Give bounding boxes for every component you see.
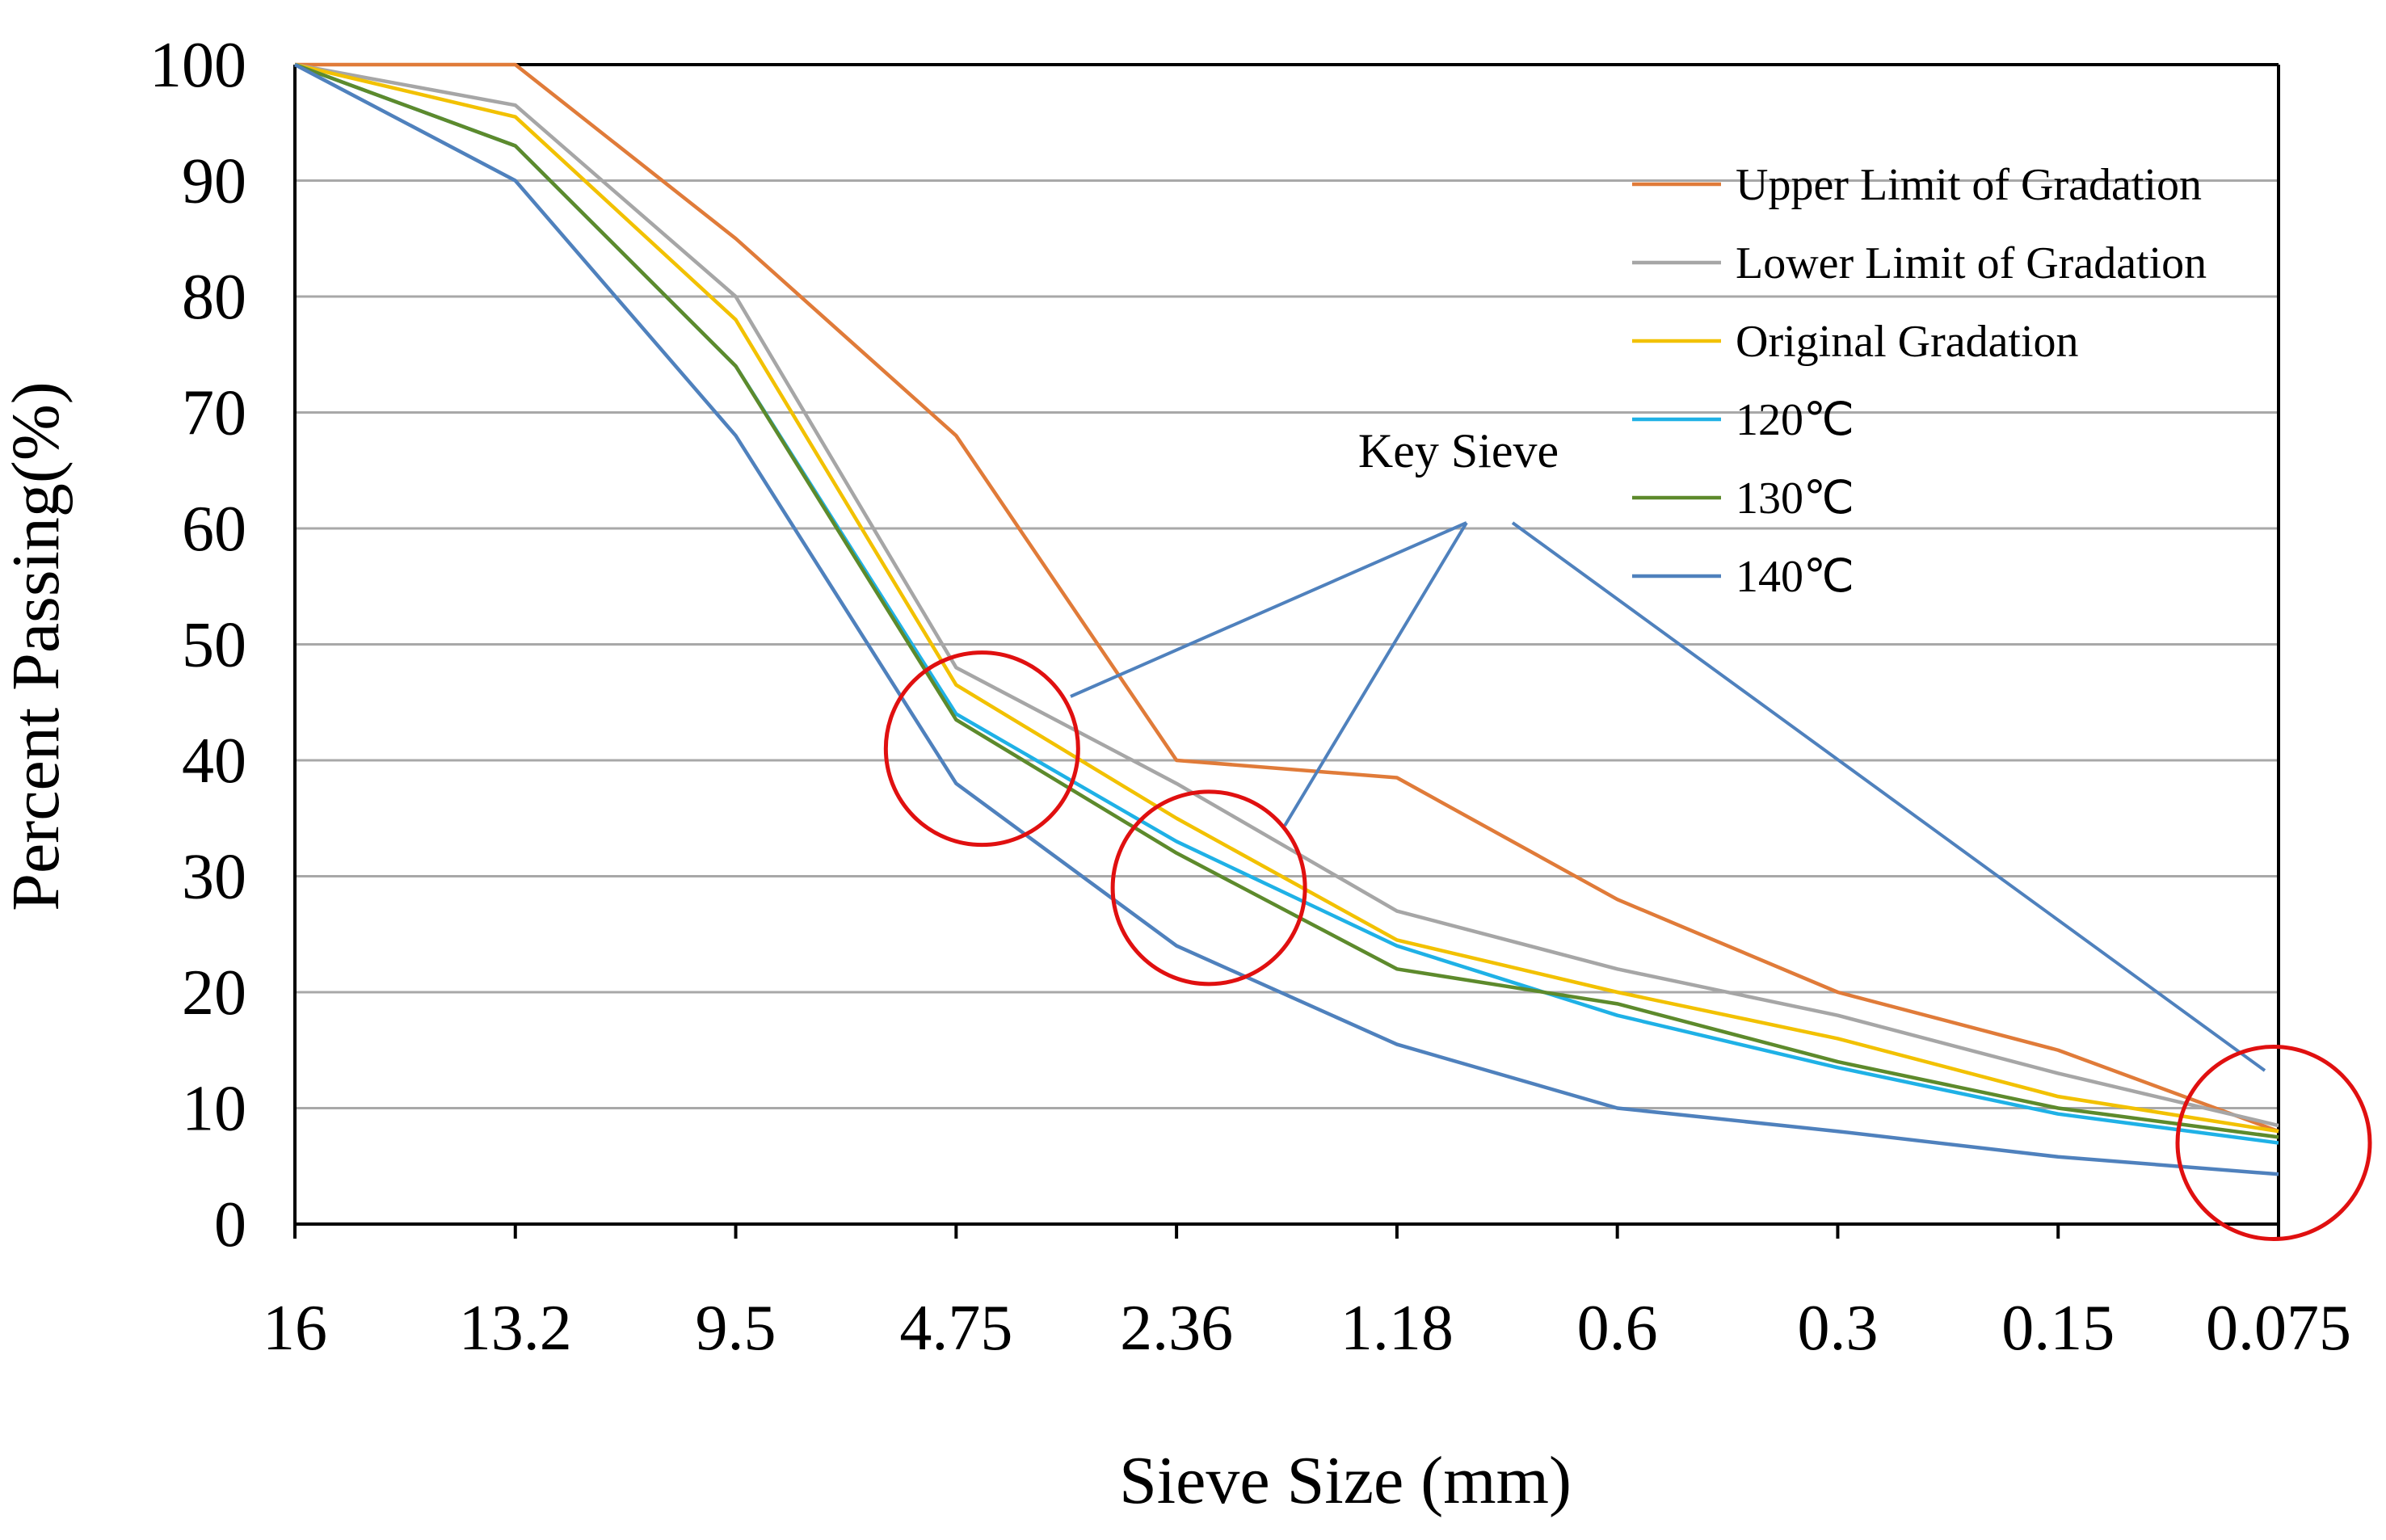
key-sieve-circle [883, 650, 1080, 848]
x-tick-label: 0.15 [2001, 1293, 2115, 1364]
y-axis-title: Percent Passing(%) [0, 381, 74, 911]
series-line-2 [294, 62, 2279, 1128]
series-lines [293, 62, 2279, 1176]
legend: Upper Limit of Gradation Lower Limit of G… [1632, 160, 2207, 602]
annotation-pointer [1283, 521, 1468, 827]
x-tick-label: 9.5 [696, 1293, 776, 1364]
legend-label: Upper Limit of Gradation [1736, 160, 2202, 210]
x-tick-label: 4.75 [899, 1293, 1012, 1364]
legend-label: 140℃ [1736, 552, 1854, 602]
x-tick-label: 16 [263, 1293, 327, 1364]
y-tick-labels: 0 10 20 30 40 50 60 70 80 90 100 [149, 30, 246, 1260]
series-line-1 [295, 62, 2279, 1134]
legend-label: Lower Limit of Gradation [1736, 238, 2207, 288]
y-tick-label: 80 [182, 262, 246, 333]
key-sieve-circle [1110, 789, 1307, 987]
x-tick-label: 2.36 [1120, 1293, 1233, 1364]
x-tick-label: 0.075 [2206, 1293, 2351, 1364]
x-tick-label: 13.2 [459, 1293, 572, 1364]
series-line-5 [294, 62, 2279, 1139]
series-line-6 [293, 63, 2279, 1176]
annotation-pointer [1511, 521, 2266, 1072]
series-line-3 [294, 62, 2279, 1134]
y-tick-label: 50 [182, 610, 246, 681]
legend-label: 130℃ [1736, 473, 1854, 524]
x-tick-label: 1.18 [1340, 1293, 1454, 1364]
y-tick-label: 90 [182, 146, 246, 217]
axes [293, 63, 2280, 1239]
y-tick-label: 30 [182, 842, 246, 913]
annotation-pointer [1070, 521, 1467, 698]
x-tick-label: 0.3 [1797, 1293, 1878, 1364]
y-tick-label: 0 [214, 1189, 246, 1260]
key-sieve-circle [2175, 1045, 2372, 1242]
legend-label: 120℃ [1736, 395, 1854, 445]
y-tick-label: 40 [182, 726, 246, 797]
x-axis-title: Sieve Size (mm) [1119, 1443, 1572, 1518]
y-tick-label: 10 [182, 1074, 246, 1145]
legend-label: Original Gradation [1736, 317, 2079, 367]
y-tick-label: 100 [149, 30, 246, 101]
key-sieve-label: Key Sieve [1358, 424, 1559, 478]
y-tick-label: 20 [182, 957, 246, 1029]
y-tick-label: 70 [182, 378, 246, 449]
x-tick-labels: 16 13.2 9.5 4.75 2.36 1.18 0.6 0.3 0.15 0.075 [263, 1293, 2351, 1364]
y-tick-label: 60 [182, 494, 246, 565]
key-sieve-annotation: Key Sieve [883, 424, 2372, 1242]
x-tick-label: 0.6 [1577, 1293, 1658, 1364]
